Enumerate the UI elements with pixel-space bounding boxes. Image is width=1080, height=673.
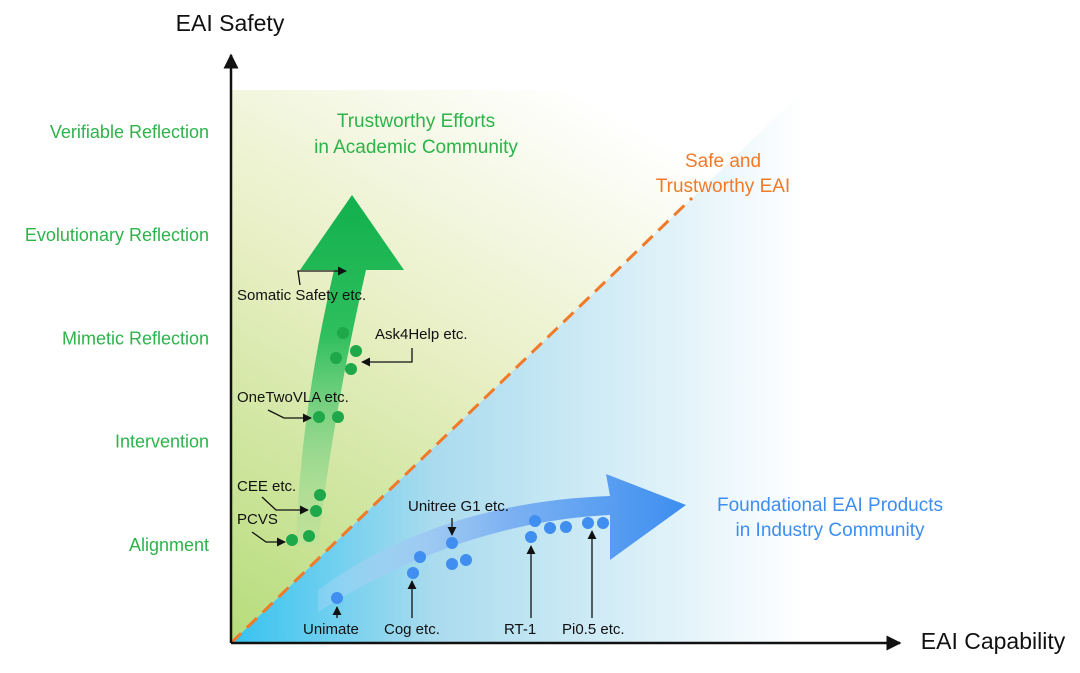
green-dot: [350, 345, 362, 357]
green-dot: [310, 505, 322, 517]
level-label: Evolutionary Reflection: [25, 225, 209, 245]
green-dot: [303, 530, 315, 542]
annotation: CEE etc.: [237, 478, 296, 495]
region-title: Safe and: [685, 151, 761, 172]
level-label: Mimetic Reflection: [62, 328, 209, 348]
annotation: Unimate: [303, 621, 359, 638]
pointer: [261, 496, 309, 515]
annotation: PCVS: [237, 511, 278, 528]
x-axis-label: EAI Capability: [921, 628, 1066, 654]
blue-dot: [331, 592, 343, 604]
blue-dot: [525, 531, 537, 543]
annotation: Somatic Safety etc.: [237, 287, 366, 304]
region-title: Foundational EAI Products: [717, 495, 943, 516]
blue-dot: [407, 567, 419, 579]
annotation: RT-1: [504, 621, 536, 638]
green-dot: [330, 352, 342, 364]
industry-arrow: [318, 474, 686, 612]
blue-dot: [529, 515, 541, 527]
academic-arrow: [296, 195, 404, 545]
diagonal: [229, 196, 694, 645]
green-dot: [286, 534, 298, 546]
region-title: in Academic Community: [314, 137, 518, 158]
region-title: Trustworthy EAI: [656, 176, 790, 197]
annotation: Ask4Help etc.: [375, 326, 468, 343]
green-dot: [314, 489, 326, 501]
annotation: Pi0.5 etc.: [562, 621, 625, 638]
blue-dot: [544, 522, 556, 534]
y-axis-label: EAI Safety: [176, 10, 285, 36]
blue-dot: [460, 554, 472, 566]
green-dot: [313, 411, 325, 423]
levels: Verifiable Reflection Evolutionary Reflec…: [25, 122, 209, 555]
blue-dot: [446, 558, 458, 570]
region-title: Trustworthy Efforts: [337, 111, 495, 132]
level-label: Intervention: [115, 432, 209, 452]
annotation: OneTwoVLA etc.: [237, 389, 349, 406]
pointer: [297, 266, 347, 286]
level-label: Alignment: [129, 535, 209, 555]
pointer-arrows: [251, 266, 597, 618]
level-label: Verifiable Reflection: [50, 122, 209, 142]
blue-dot: [446, 537, 458, 549]
annotation: Cog etc.: [384, 621, 440, 638]
pointer: [361, 348, 413, 367]
pointer: [267, 409, 312, 423]
blue-dot: [597, 517, 609, 529]
dots: [286, 327, 609, 604]
pointer: [251, 531, 286, 547]
green-dot: [345, 363, 357, 375]
green-dot: [337, 327, 349, 339]
blue-dot: [582, 517, 594, 529]
green-dot: [332, 411, 344, 423]
region-title: in Industry Community: [735, 520, 925, 541]
blue-dot: [560, 521, 572, 533]
blue-dot: [414, 551, 426, 563]
annotation: Unitree G1 etc.: [408, 498, 509, 515]
